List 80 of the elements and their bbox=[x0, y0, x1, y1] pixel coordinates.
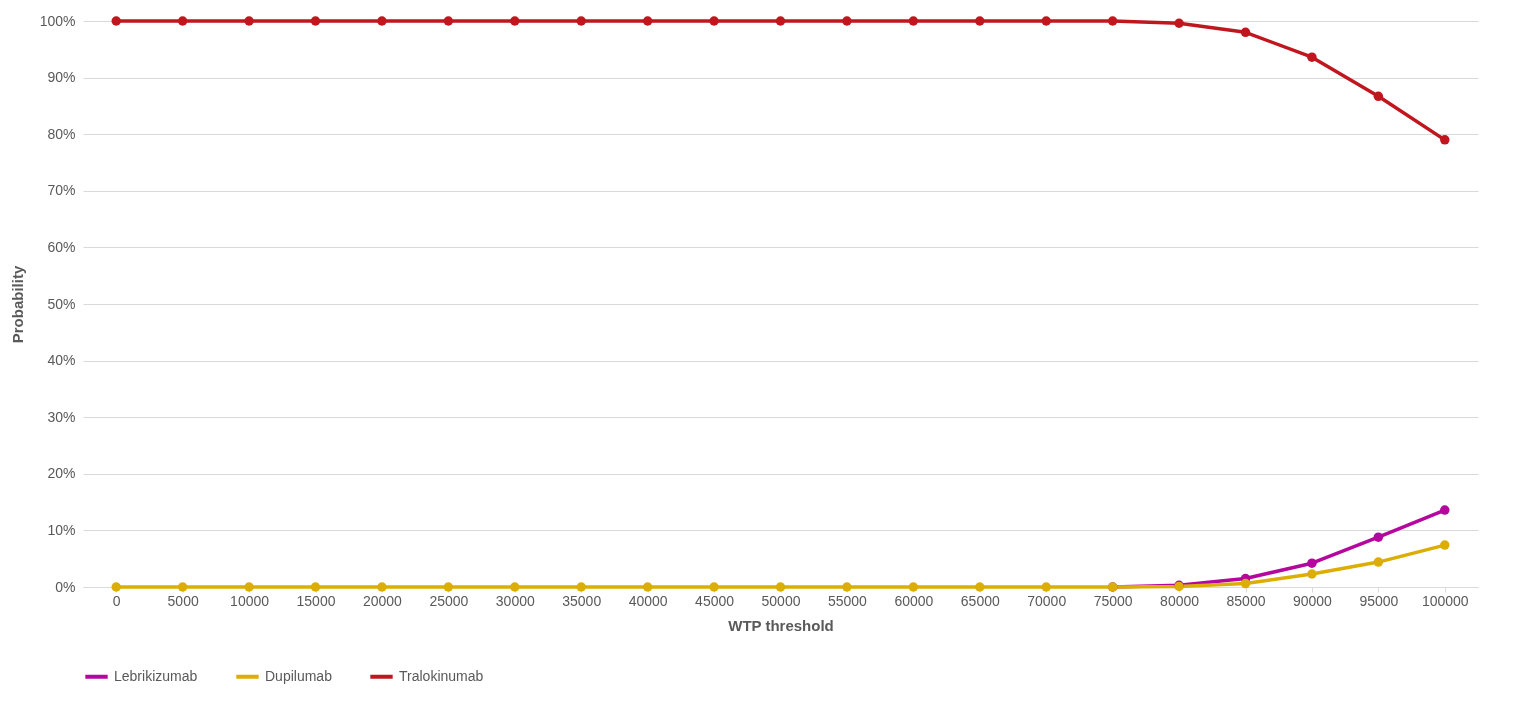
x-tick-label: 15000 bbox=[296, 592, 336, 609]
x-tick-label: 10000 bbox=[230, 592, 270, 609]
x-tick-label: 50000 bbox=[761, 592, 801, 609]
point bbox=[1307, 558, 1317, 568]
point bbox=[177, 16, 188, 26]
x-tick-label: 100000 bbox=[1421, 592, 1469, 609]
x-tick-label: 70000 bbox=[1027, 592, 1067, 609]
point bbox=[377, 582, 387, 592]
x-tick-label: 60000 bbox=[894, 592, 934, 609]
x-tick-label: 0 bbox=[112, 592, 121, 609]
x-tick-label: 65000 bbox=[960, 592, 1000, 609]
x-tick-label: 35000 bbox=[562, 592, 602, 609]
y-tick-label: 40% bbox=[47, 352, 76, 369]
point bbox=[1373, 557, 1384, 567]
point bbox=[1440, 540, 1450, 550]
legend-label: Lebrikizumab bbox=[114, 667, 198, 684]
point bbox=[1440, 505, 1450, 515]
y-tick-label: 90% bbox=[47, 69, 76, 86]
x-tick-label: 40000 bbox=[628, 592, 668, 609]
point bbox=[1307, 52, 1317, 62]
y-tick-label: 10% bbox=[47, 521, 76, 538]
point bbox=[1440, 135, 1450, 145]
point bbox=[1240, 578, 1251, 589]
x-tick-label: 80000 bbox=[1160, 592, 1200, 609]
point bbox=[709, 582, 719, 592]
point bbox=[310, 582, 321, 592]
y-tick-label: 60% bbox=[47, 238, 76, 255]
point bbox=[377, 16, 387, 26]
x-tick-label: 5000 bbox=[167, 592, 199, 609]
point bbox=[1373, 91, 1384, 102]
x-tick-label: 25000 bbox=[429, 592, 469, 609]
x-tick-label: 45000 bbox=[695, 592, 735, 609]
point bbox=[842, 582, 852, 592]
point bbox=[244, 16, 254, 26]
x-tick-label: 85000 bbox=[1226, 592, 1266, 609]
point bbox=[1307, 569, 1317, 579]
x-tick-label: 20000 bbox=[362, 592, 403, 609]
point bbox=[1041, 582, 1051, 592]
point bbox=[642, 582, 653, 592]
point bbox=[908, 16, 919, 26]
y-axis-title: Probability bbox=[8, 265, 26, 344]
y-tick-label: 30% bbox=[47, 408, 76, 425]
point bbox=[510, 16, 520, 26]
y-tick-label: 70% bbox=[47, 182, 76, 199]
point bbox=[244, 582, 254, 592]
point bbox=[310, 16, 321, 26]
point bbox=[775, 582, 786, 592]
point bbox=[443, 582, 454, 592]
x-tick-label: 95000 bbox=[1359, 592, 1399, 609]
point bbox=[1373, 532, 1384, 542]
point bbox=[111, 582, 121, 592]
point bbox=[576, 16, 586, 26]
x-tick-label: 90000 bbox=[1292, 592, 1333, 609]
point bbox=[775, 16, 786, 26]
y-tick-label: 50% bbox=[47, 295, 76, 312]
y-tick-label: 80% bbox=[47, 125, 76, 142]
point bbox=[1174, 18, 1184, 28]
x-tick-label: 55000 bbox=[827, 592, 868, 609]
y-tick-label: 0% bbox=[55, 578, 76, 595]
point bbox=[1240, 27, 1251, 38]
point bbox=[1107, 16, 1118, 26]
point bbox=[576, 582, 586, 592]
legend-label: Dupilumab bbox=[265, 667, 333, 684]
x-axis-title: WTP threshold bbox=[728, 616, 834, 634]
point bbox=[1041, 16, 1051, 26]
point bbox=[177, 582, 188, 592]
point bbox=[111, 16, 121, 26]
legend-label: Tralokinumab bbox=[399, 667, 484, 684]
x-tick-label: 30000 bbox=[495, 592, 535, 609]
y-tick-label: 100% bbox=[39, 12, 76, 29]
point bbox=[642, 16, 653, 26]
point bbox=[709, 16, 719, 26]
y-tick-label: 20% bbox=[47, 465, 76, 482]
point bbox=[443, 16, 454, 26]
point bbox=[975, 582, 985, 592]
point bbox=[842, 16, 852, 26]
point bbox=[975, 16, 985, 26]
x-tick-label: 75000 bbox=[1093, 592, 1133, 609]
point bbox=[908, 582, 919, 592]
point bbox=[510, 582, 520, 592]
